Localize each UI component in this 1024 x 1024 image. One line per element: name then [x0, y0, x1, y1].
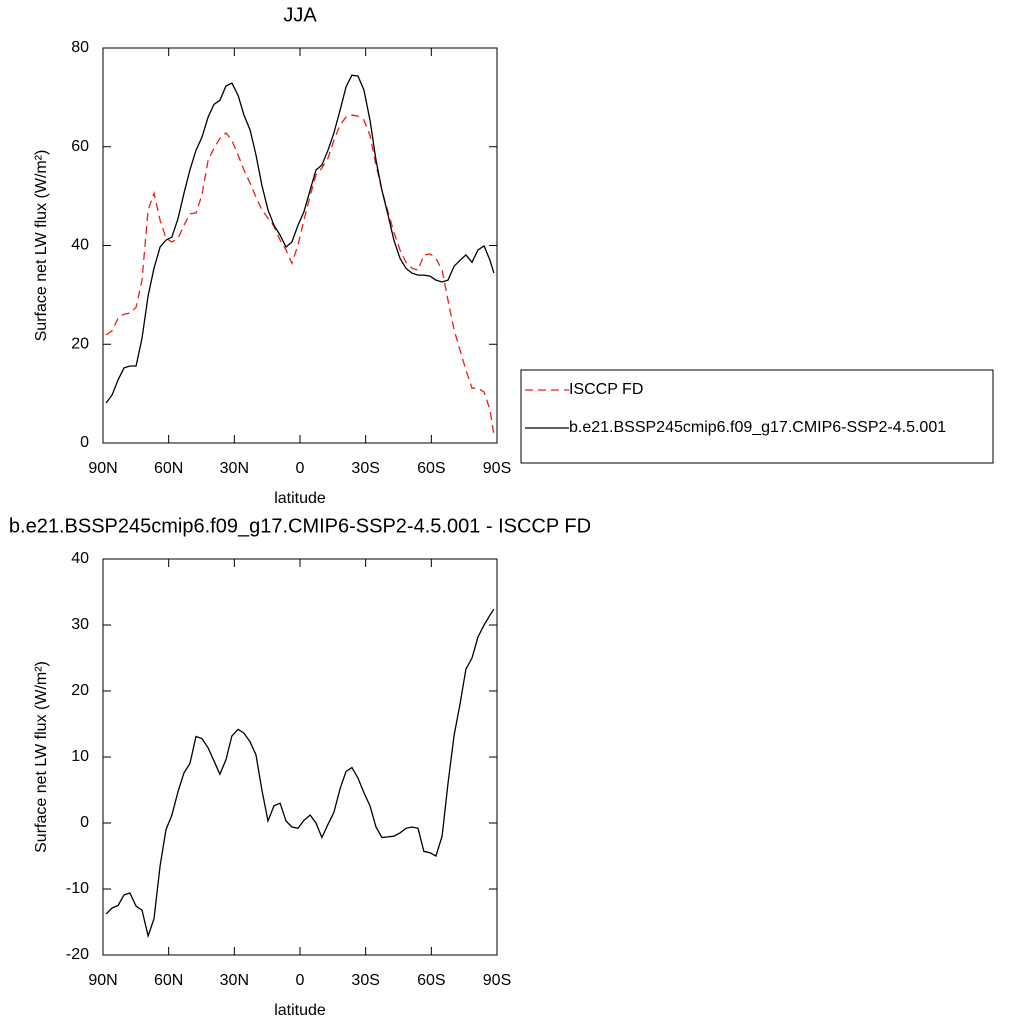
- y-tick-label: 30: [71, 616, 89, 633]
- y-axis-label: Surface net LW flux (W/m²): [33, 150, 50, 342]
- data-line: [105, 74, 495, 404]
- x-tick-label: 60N: [154, 460, 183, 477]
- y-tick-label: 0: [80, 434, 89, 451]
- y-tick-label: 0: [80, 814, 89, 831]
- x-tick-label: 30N: [220, 972, 249, 989]
- x-tick-label: 90S: [483, 460, 511, 477]
- x-tick-label: 30S: [351, 972, 379, 989]
- x-tick-label: 60S: [417, 972, 445, 989]
- x-tick-label: 60S: [417, 460, 445, 477]
- y-tick-label: 80: [71, 39, 89, 56]
- plot-frame: [102, 558, 498, 956]
- legend-label: b.e21.BSSP245cmip6.f09_g17.CMIP6-SSP2-4.…: [569, 419, 946, 436]
- x-axis-label: latitude: [274, 1002, 326, 1019]
- y-tick-label: 10: [71, 748, 89, 765]
- legend-label: ISCCP FD: [569, 381, 643, 398]
- y-tick-label: -20: [66, 946, 89, 963]
- chart-title: b.e21.BSSP245cmip6.f09_g17.CMIP6-SSP2-4.…: [9, 515, 591, 537]
- x-axis-label: latitude: [274, 490, 326, 507]
- data-line: [105, 608, 495, 939]
- legend-box: [520, 369, 994, 464]
- y-tick-label: 40: [71, 550, 89, 567]
- y-tick-label: 20: [71, 682, 89, 699]
- y-tick-label: -10: [66, 880, 89, 897]
- chart-title: JJA: [283, 4, 317, 26]
- x-tick-label: 30N: [220, 460, 249, 477]
- data-line: [105, 114, 495, 436]
- x-tick-label: 90S: [483, 972, 511, 989]
- x-tick-label: 90N: [88, 460, 117, 477]
- x-tick-label: 60N: [154, 972, 183, 989]
- x-tick-label: 0: [296, 972, 305, 989]
- y-tick-label: 40: [71, 237, 89, 254]
- y-tick-label: 60: [71, 138, 89, 155]
- y-tick-label: 20: [71, 335, 89, 352]
- x-tick-label: 30S: [351, 460, 379, 477]
- y-axis-label: Surface net LW flux (W/m²): [33, 661, 50, 853]
- x-tick-label: 90N: [88, 972, 117, 989]
- x-tick-label: 0: [296, 460, 305, 477]
